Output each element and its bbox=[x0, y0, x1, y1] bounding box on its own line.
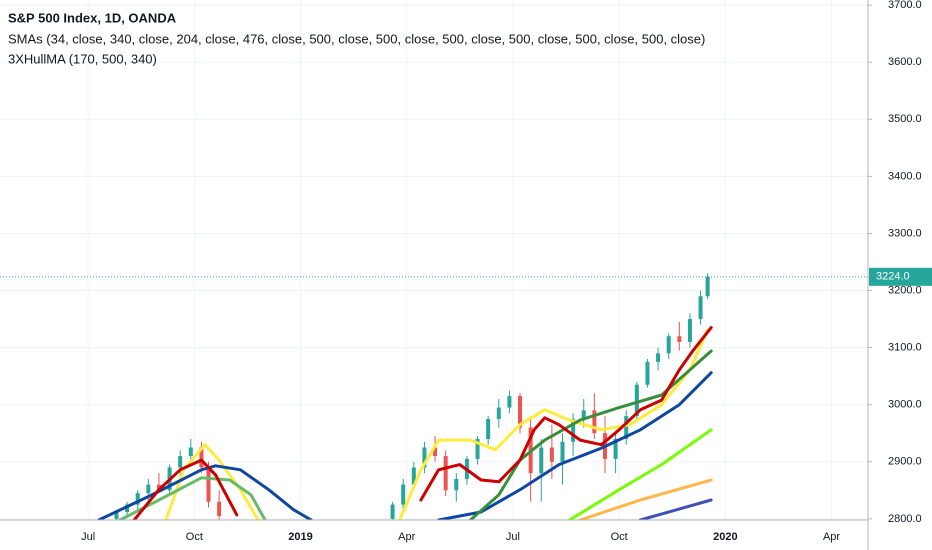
moving-average-line bbox=[578, 478, 713, 520]
candle-body bbox=[687, 319, 692, 342]
candle-body bbox=[705, 276, 710, 297]
moving-average-line bbox=[568, 428, 713, 520]
moving-average-line bbox=[97, 371, 713, 520]
x-tick-label: Jul bbox=[81, 531, 95, 543]
candle-body bbox=[125, 504, 130, 513]
candle-body bbox=[217, 501, 222, 517]
candle-body bbox=[571, 418, 576, 442]
candle-body bbox=[645, 361, 650, 385]
candle-body bbox=[433, 447, 438, 457]
moving-average-line bbox=[164, 328, 710, 520]
candle-body bbox=[624, 416, 629, 439]
candle-body bbox=[581, 410, 586, 419]
moving-average-line bbox=[132, 326, 713, 520]
chart-title: S&P 500 Index, 1D, OANDA bbox=[8, 10, 177, 25]
candle-body bbox=[135, 493, 140, 505]
y-tick-label: 3100.0 bbox=[888, 342, 922, 354]
candle-body bbox=[199, 447, 204, 468]
candle-body bbox=[486, 418, 491, 439]
plot-area bbox=[0, 273, 868, 520]
axes: 2800.0 2900.0 3000.0 3100.0 3200.0 3300.0 3400… bbox=[81, 0, 932, 543]
y-tick-label: 3000.0 bbox=[888, 399, 922, 411]
candle-body bbox=[549, 447, 554, 462]
last-price-label: 3224.0 bbox=[876, 271, 910, 283]
candle-body bbox=[114, 512, 119, 519]
candle-body bbox=[666, 336, 671, 354]
candle-body bbox=[496, 407, 501, 419]
candle-body bbox=[454, 478, 459, 491]
candle-body bbox=[560, 441, 565, 462]
candle-body bbox=[539, 447, 544, 474]
candle-body bbox=[634, 384, 639, 417]
candle-body bbox=[178, 456, 183, 468]
indicator-legend: 3XHullMA (170, 500, 340) bbox=[8, 51, 157, 66]
candle-body bbox=[146, 484, 151, 494]
moving-average-line bbox=[638, 498, 713, 520]
x-tick-label: 2019 bbox=[288, 531, 312, 543]
grid bbox=[0, 0, 868, 520]
candle-body bbox=[401, 484, 406, 505]
candle-body bbox=[475, 438, 480, 459]
x-tick-label: 2020 bbox=[713, 531, 737, 543]
candle-body bbox=[390, 504, 395, 519]
candle-body bbox=[443, 456, 448, 491]
x-tick-label: Oct bbox=[186, 531, 203, 543]
x-tick-label: Oct bbox=[611, 531, 628, 543]
x-tick-label: Apr bbox=[398, 531, 415, 543]
candle-body bbox=[592, 410, 597, 434]
moving-average-line bbox=[469, 349, 713, 520]
y-tick-label: 2800.0 bbox=[888, 513, 922, 525]
candle-body bbox=[518, 396, 523, 428]
candle-body bbox=[422, 447, 427, 468]
candle-body bbox=[698, 296, 703, 320]
x-tick-label: Apr bbox=[823, 531, 840, 543]
y-tick-label: 3400.0 bbox=[888, 170, 922, 182]
candle-body bbox=[507, 396, 512, 408]
indicator-legend: SMAs (34, close, 340, close, 204, close,… bbox=[8, 31, 705, 46]
y-tick-label: 3200.0 bbox=[888, 284, 922, 296]
y-tick-label: 3300.0 bbox=[888, 227, 922, 239]
candle-body bbox=[188, 447, 193, 457]
y-tick-label: 2900.0 bbox=[888, 456, 922, 468]
y-tick-label: 3500.0 bbox=[888, 113, 922, 125]
x-tick-label: Jul bbox=[506, 531, 520, 543]
candle-body bbox=[206, 467, 211, 502]
y-tick-label: 3600.0 bbox=[888, 56, 922, 68]
candle-body bbox=[156, 484, 161, 491]
candle-body bbox=[411, 467, 416, 485]
candle-body bbox=[656, 353, 661, 362]
candle-body bbox=[677, 336, 682, 342]
candle-body bbox=[613, 438, 618, 459]
last-price-box bbox=[869, 267, 932, 286]
moving-average-line bbox=[118, 476, 267, 520]
y-tick-label: 3700.0 bbox=[888, 0, 922, 11]
